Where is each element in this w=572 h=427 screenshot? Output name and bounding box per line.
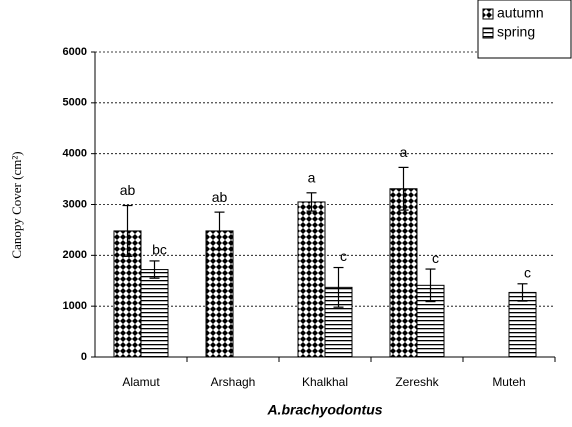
y-tick-label: 6000 bbox=[63, 46, 87, 58]
y-tick-label: 2000 bbox=[63, 249, 87, 261]
significance-letter: c bbox=[524, 265, 531, 281]
bar bbox=[508, 291, 537, 358]
significance-letter: ab bbox=[212, 189, 228, 205]
significance-letter: c bbox=[340, 248, 347, 264]
significance-letter: bc bbox=[152, 242, 167, 258]
y-tick-label: 0 bbox=[81, 351, 87, 363]
x-tick-label: Arshagh bbox=[211, 375, 256, 389]
legend-swatch bbox=[482, 27, 494, 39]
legend-label: autumn bbox=[497, 5, 544, 21]
significance-letter: a bbox=[400, 144, 408, 160]
significance-letter: a bbox=[308, 170, 316, 186]
y-tick-label: 5000 bbox=[63, 97, 87, 109]
y-tick-label: 4000 bbox=[63, 148, 87, 160]
y-tick-label: 1000 bbox=[63, 300, 87, 312]
y-tick-label: 3000 bbox=[63, 198, 87, 210]
legend-swatch bbox=[482, 8, 494, 20]
significance-letter: c bbox=[432, 250, 439, 266]
x-tick-label: Alamut bbox=[122, 375, 160, 389]
x-tick-label: Zereshk bbox=[395, 375, 439, 389]
x-tick-label: Khalkhal bbox=[302, 375, 348, 389]
x-axis-label: A.brachyodontus bbox=[266, 402, 382, 418]
bar bbox=[297, 201, 326, 358]
bar bbox=[140, 269, 169, 358]
bar bbox=[389, 188, 418, 358]
legend-label: spring bbox=[497, 24, 535, 40]
y-axis-label: Canopy Cover (cm²) bbox=[9, 151, 24, 258]
bar bbox=[205, 230, 234, 358]
significance-letter: ab bbox=[120, 182, 136, 198]
x-tick-label: Muteh bbox=[492, 375, 525, 389]
